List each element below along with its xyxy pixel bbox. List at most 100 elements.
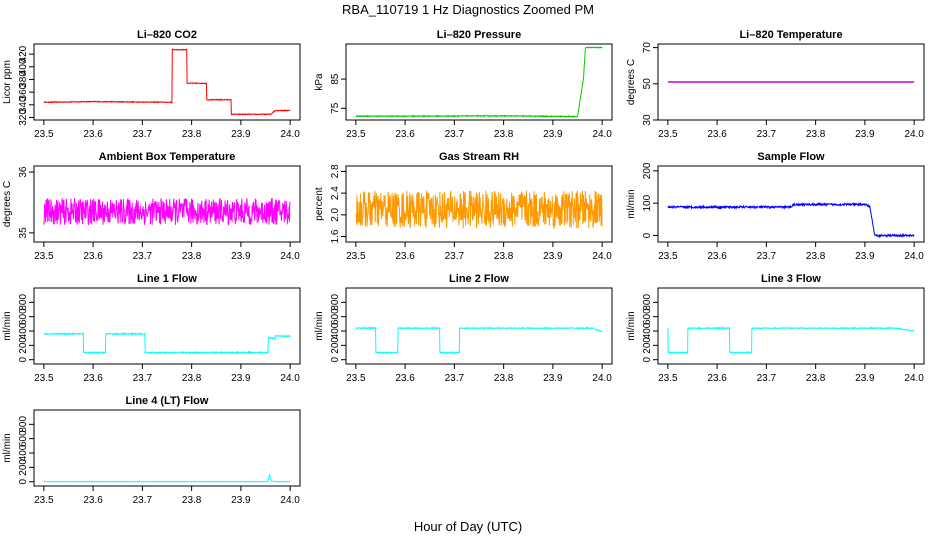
plot-frame (33, 287, 301, 365)
y-tick-label: 35 (18, 227, 29, 239)
x-tick-label: 23.6 (395, 251, 415, 262)
y-tick-label: 600 (18, 430, 29, 447)
x-tick-label: 23.5 (346, 129, 366, 140)
y-tick-label: 200 (330, 337, 341, 354)
plot-frame (345, 287, 613, 365)
panel-title: Li–820 Pressure (437, 29, 521, 41)
chart-panel-5: Gas Stream RH 23.5 23.6 23.7 23.8 23.9 24.0 1.6… (314, 151, 613, 262)
y-tick-label: 600 (642, 308, 653, 325)
y-tick-label: 600 (330, 308, 341, 325)
x-tick-label: 24.0 (592, 251, 612, 262)
plot-frame (33, 165, 301, 243)
y-tick-label: 0 (642, 232, 653, 238)
x-tick-label: 23.7 (133, 129, 153, 140)
y-tick-label: 400 (18, 322, 29, 339)
chart-panel-9: Line 3 Flow 23.5 23.6 23.7 23.8 23.9 24.0 0 2004… (626, 273, 925, 384)
y-tick-label: 800 (18, 416, 29, 433)
x-tick-label: 23.5 (34, 251, 54, 262)
y-axis-label: ml/min (626, 189, 637, 218)
y-tick-label: 600 (18, 308, 29, 325)
chart-panel-10: Line 4 (LT) Flow 23.5 23.6 23.7 23.8 23.9 24.0… (2, 395, 301, 506)
x-tick-label: 23.6 (83, 251, 103, 262)
series-line-1 (667, 326, 915, 354)
panel-title: Sample Flow (757, 151, 825, 163)
x-tick-label: 23.5 (658, 373, 678, 384)
x-tick-label: 23.9 (855, 373, 875, 384)
x-tick-label: 23.6 (707, 251, 727, 262)
x-tick-label: 23.9 (231, 373, 251, 384)
panel-title: Line 3 Flow (761, 273, 821, 285)
series-line-1 (667, 201, 915, 239)
x-tick-label: 24.0 (592, 373, 612, 384)
y-tick-label: 800 (642, 294, 653, 311)
series-line-1 (43, 47, 291, 116)
x-tick-label: 23.6 (395, 373, 415, 384)
plot-frame (657, 287, 925, 365)
y-tick-label: 200 (642, 337, 653, 354)
panel-title: Li–820 CO2 (137, 29, 197, 41)
y-tick-label: 75 (330, 102, 341, 114)
x-tick-label: 24.0 (280, 251, 300, 262)
y-axis-label: ml/min (314, 311, 325, 340)
x-tick-label: 24.0 (280, 495, 300, 506)
y-tick-label: 36 (18, 166, 29, 178)
x-axis-label: Hour of Day (UTC) (414, 519, 522, 534)
x-tick-label: 23.8 (182, 495, 202, 506)
panel-title: Line 2 Flow (449, 273, 509, 285)
series-line-1 (43, 197, 291, 226)
x-tick-label: 24.0 (904, 129, 924, 140)
y-tick-label: 200 (18, 459, 29, 476)
y-tick-label: 800 (18, 294, 29, 311)
y-tick-label: 30 (642, 114, 653, 126)
y-tick-label: 0 (18, 356, 29, 362)
plot-frame (657, 165, 925, 243)
panels: Li–820 CO2 23.5 23.6 23.7 23.8 23.9 24.0 320340… (2, 29, 925, 506)
x-tick-label: 23.9 (231, 251, 251, 262)
y-tick-label: 50 (642, 78, 653, 90)
y-tick-label: 200 (18, 337, 29, 354)
y-axis-label: ml/min (2, 433, 13, 462)
x-tick-label: 23.9 (543, 129, 563, 140)
x-tick-label: 23.6 (707, 129, 727, 140)
x-tick-label: 23.5 (34, 373, 54, 384)
chart-panel-4: Ambient Box Temperature 23.5 23.6 23.7 23.8 2… (2, 151, 301, 262)
y-axis-label: degrees C (626, 59, 637, 105)
x-tick-label: 23.7 (133, 251, 153, 262)
x-tick-label: 23.5 (346, 373, 366, 384)
y-axis-label: percent (314, 187, 325, 221)
y-tick-label: 360 (18, 83, 29, 100)
x-tick-label: 23.7 (757, 129, 777, 140)
x-tick-label: 23.7 (445, 373, 465, 384)
x-tick-label: 23.9 (231, 129, 251, 140)
chart-panel-6: Sample Flow 23.5 23.6 23.7 23.8 23.9 24.0 0 100 2… (626, 151, 925, 262)
y-tick-label: 100 (642, 194, 653, 211)
y-tick-label: 70 (642, 42, 653, 54)
y-tick-label: 400 (330, 322, 341, 339)
chart-panel-7: Line 1 Flow 23.5 23.6 23.7 23.8 23.9 24.0 0 2004… (2, 273, 301, 384)
y-tick-label: 340 (18, 96, 29, 113)
x-tick-label: 24.0 (592, 129, 612, 140)
y-tick-label: 1.6 (330, 229, 341, 243)
plot-frame (33, 409, 301, 487)
panel-title: Ambient Box Temperature (99, 151, 236, 163)
y-axis-label: Licor ppm (2, 60, 13, 104)
x-tick-label: 23.7 (133, 495, 153, 506)
x-tick-label: 23.8 (182, 129, 202, 140)
x-tick-label: 23.5 (346, 251, 366, 262)
plot-frame (345, 43, 613, 121)
x-tick-label: 24.0 (280, 373, 300, 384)
x-tick-label: 23.5 (658, 251, 678, 262)
x-tick-label: 23.7 (445, 251, 465, 262)
y-tick-label: 800 (330, 294, 341, 311)
y-tick-label: 380 (18, 71, 29, 88)
panel-title: Li–820 Temperature (739, 29, 842, 41)
y-axis-label: degrees C (2, 181, 13, 227)
y-tick-label: 2.8 (330, 164, 341, 178)
plot-frame (657, 43, 925, 121)
x-tick-label: 23.6 (83, 129, 103, 140)
series-line-1 (355, 326, 603, 354)
x-tick-label: 23.9 (855, 129, 875, 140)
x-tick-label: 23.8 (494, 129, 514, 140)
y-axis-label: ml/min (2, 311, 13, 340)
